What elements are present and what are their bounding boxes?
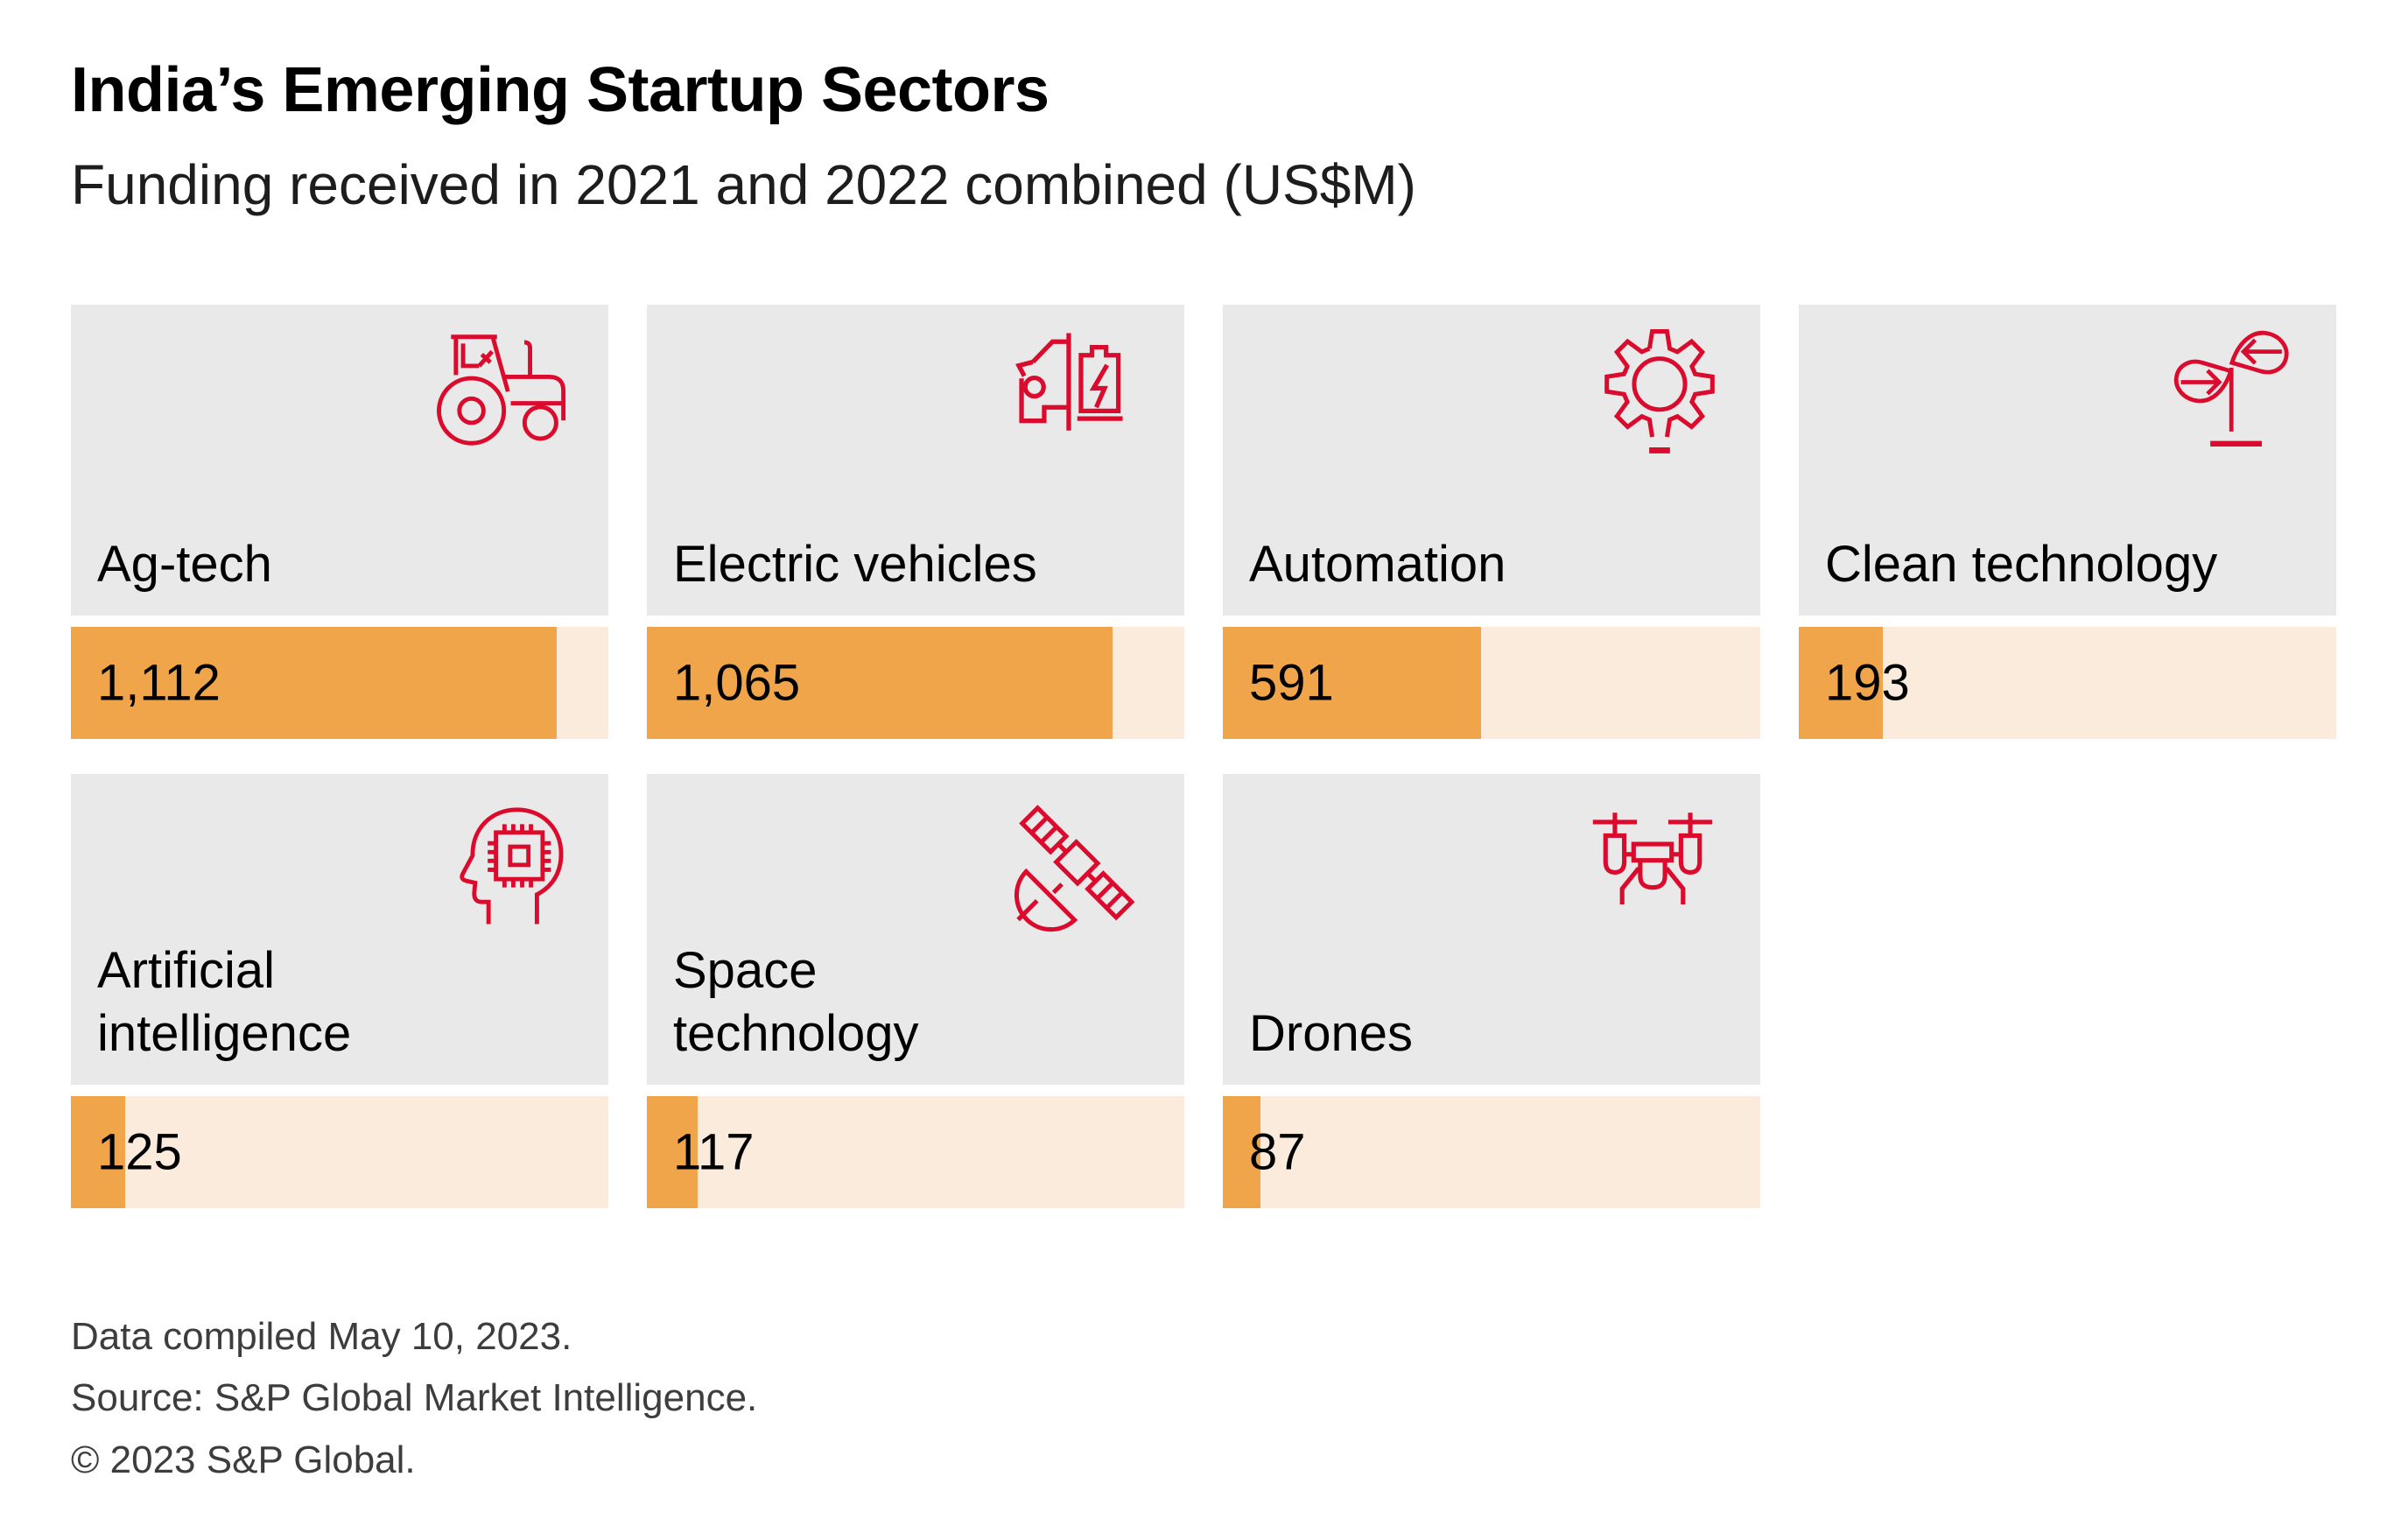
chart-title: India’s Emerging Startup Sectors xyxy=(71,55,1050,125)
sector-card: Automation 591 xyxy=(1223,305,1760,739)
funding-bar-fill xyxy=(1799,627,1884,739)
sector-panel: Artificial intelligence xyxy=(71,774,608,1085)
satellite-icon xyxy=(1007,793,1149,935)
funding-value: 87 xyxy=(1249,1123,1306,1181)
funding-bar: 125 xyxy=(71,1096,608,1208)
sector-label: Space technology xyxy=(673,942,919,1063)
funding-bar-fill xyxy=(1223,627,1482,739)
electric-vehicle-icon xyxy=(1002,324,1149,447)
footer-compiled-date: Data compiled May 10, 2023. xyxy=(71,1315,572,1358)
sector-label: Artificial intelligence xyxy=(97,942,352,1063)
sector-panel: Space technology xyxy=(647,774,1184,1085)
sector-label: Drones xyxy=(1249,1005,1413,1063)
sector-label: Ag-tech xyxy=(97,536,272,594)
sector-card: Artificial intelligence 125 xyxy=(71,774,608,1208)
funding-value: 193 xyxy=(1825,654,1910,712)
funding-bar-fill xyxy=(71,627,558,739)
sector-panel: Automation xyxy=(1223,305,1760,615)
sector-label: Electric vehicles xyxy=(673,536,1037,594)
sector-panel: Ag-tech xyxy=(71,305,608,615)
ai-head-chip-icon xyxy=(437,793,573,930)
funding-bar: 591 xyxy=(1223,627,1760,739)
sector-label: Clean technology xyxy=(1825,536,2218,594)
funding-bar: 1,112 xyxy=(71,627,608,739)
funding-bar-fill xyxy=(71,1096,126,1208)
funding-bar: 117 xyxy=(647,1096,1184,1208)
funding-value: 117 xyxy=(673,1123,755,1181)
sector-panel: Clean technology xyxy=(1799,305,2336,615)
drone-icon xyxy=(1580,805,1725,914)
tractor-icon xyxy=(435,324,573,456)
footer: Data compiled May 10, 2023. Source: S&P … xyxy=(71,1306,2336,1491)
sector-card: Clean technology 193 xyxy=(1799,305,2336,739)
funding-bar-fill xyxy=(647,627,1113,739)
footer-source: Source: S&P Global Market Intelligence. xyxy=(71,1376,758,1420)
funding-bar: 193 xyxy=(1799,627,2336,739)
clean-technology-icon xyxy=(2168,324,2301,457)
sector-card: Drones 87 xyxy=(1223,774,1760,1208)
funding-value: 591 xyxy=(1249,654,1334,712)
sector-grid: Ag-tech 1,112 Electric vehicles 1,065 xyxy=(71,305,2336,1208)
sector-panel: Drones xyxy=(1223,774,1760,1085)
funding-bar: 1,065 xyxy=(647,627,1184,739)
sector-panel: Electric vehicles xyxy=(647,305,1184,615)
footer-copyright: © 2023 S&P Global. xyxy=(71,1438,416,1481)
sector-card: Space technology 117 xyxy=(647,774,1184,1208)
funding-bar-fill xyxy=(647,1096,699,1208)
funding-value: 1,112 xyxy=(97,654,221,712)
funding-bar-fill xyxy=(1223,1096,1261,1208)
funding-bar: 87 xyxy=(1223,1096,1760,1208)
sector-card: Ag-tech 1,112 xyxy=(71,305,608,739)
sector-card: Electric vehicles 1,065 xyxy=(647,305,1184,739)
chart-subtitle: Funding received in 2021 and 2022 combin… xyxy=(71,153,1416,216)
funding-value: 1,065 xyxy=(673,654,801,712)
funding-value: 125 xyxy=(97,1123,182,1181)
gear-icon xyxy=(1594,324,1725,455)
sector-label: Automation xyxy=(1249,536,1506,594)
